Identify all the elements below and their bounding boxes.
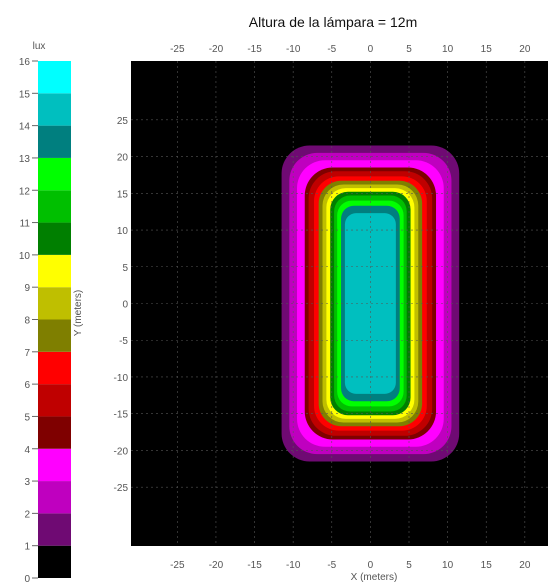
x-tick-label: 5 xyxy=(406,560,412,571)
x-tick-label: -5 xyxy=(327,44,336,55)
x-tick-labels-top: -25 -20 -15 -10 -5 0 5 10 15 20 xyxy=(170,44,531,55)
y-tick-label: -15 xyxy=(114,410,129,421)
y-tick-label: 0 xyxy=(122,300,128,311)
x-tick-label: -5 xyxy=(327,560,336,571)
y-tick-labels: 25 20 15 10 5 0 -5 -10 -15 -20 -25 xyxy=(114,116,129,494)
y-tick-label: 20 xyxy=(117,153,129,164)
y-tick-label: 15 xyxy=(117,189,129,200)
colorbar-swatch-6 xyxy=(38,351,71,385)
colorbar-tick-label: 4 xyxy=(24,445,30,456)
contour-level-14 xyxy=(344,213,396,394)
colorbar-tick-label: 2 xyxy=(24,509,30,520)
y-tick-label: 25 xyxy=(117,116,129,127)
x-tick-label: 20 xyxy=(519,44,531,55)
colorbar-swatch-10 xyxy=(38,222,71,255)
colorbar-tick-label: 14 xyxy=(19,122,31,133)
x-tick-label: -20 xyxy=(209,44,224,55)
y-axis-label: Y (meters) xyxy=(73,290,84,337)
colorbar-tick-label: 8 xyxy=(24,316,30,327)
colorbar-tick-label: 15 xyxy=(19,89,31,100)
colorbar-swatch-8 xyxy=(38,287,71,320)
colorbar-swatch-11 xyxy=(38,190,71,223)
colorbar-swatch-0 xyxy=(38,545,71,578)
y-tick-label: -5 xyxy=(119,336,128,347)
colorbar-swatch-14 xyxy=(38,93,71,126)
x-tick-label: 15 xyxy=(481,560,493,571)
colorbar-tick-label: 5 xyxy=(24,412,30,423)
x-tick-label: -25 xyxy=(170,560,185,571)
colorbar-swatch-7 xyxy=(38,319,71,352)
x-tick-label: 0 xyxy=(368,560,374,571)
colorbar-tick-label: 9 xyxy=(24,283,30,294)
x-tick-label: 20 xyxy=(519,560,531,571)
y-tick-label: -10 xyxy=(114,373,129,384)
colorbar-swatch-9 xyxy=(38,254,71,288)
colorbar-tick-label: 12 xyxy=(19,186,31,197)
colorbar-swatch-15 xyxy=(38,61,71,94)
x-tick-label: -15 xyxy=(247,44,262,55)
colorbar-tick-label: 13 xyxy=(19,154,31,165)
chart-title: Altura de la lámpara = 12m xyxy=(249,14,417,30)
colorbar-swatch-13 xyxy=(38,125,71,158)
plot-area xyxy=(131,61,548,546)
colorbar-swatch-5 xyxy=(38,384,71,417)
colorbar-swatch-1 xyxy=(38,513,71,546)
colorbar-swatch-2 xyxy=(38,481,71,514)
y-tick-label: 5 xyxy=(122,263,128,274)
x-tick-label: 5 xyxy=(406,44,412,55)
x-tick-label: 15 xyxy=(481,44,493,55)
x-tick-label: 0 xyxy=(368,44,374,55)
colorbar-tick-label: 10 xyxy=(19,251,31,262)
colorbar-tick-label: 7 xyxy=(24,348,30,359)
colorbar-tick-label: 1 xyxy=(24,542,30,553)
x-tick-label: -10 xyxy=(286,44,301,55)
x-tick-label: -25 xyxy=(170,44,185,55)
y-tick-label: 10 xyxy=(117,226,129,237)
y-tick-label: -25 xyxy=(114,483,129,494)
colorbar-tick-label: 16 xyxy=(19,57,31,68)
x-axis-label: X (meters) xyxy=(351,572,398,583)
x-tick-labels-bottom: -25 -20 -15 -10 -5 0 5 10 15 20 xyxy=(170,560,531,571)
x-tick-label: -10 xyxy=(286,560,301,571)
colorbar-tick-label: 11 xyxy=(20,219,31,230)
colorbar-label: lux xyxy=(33,41,46,52)
colorbar-tick-label: 0 xyxy=(24,574,30,584)
x-tick-label: 10 xyxy=(442,44,454,55)
colorbar-swatch-12 xyxy=(38,157,71,191)
x-tick-label: 10 xyxy=(442,560,454,571)
colorbar-tick-label: 6 xyxy=(24,380,30,391)
colorbar-tick-label: 3 xyxy=(24,477,30,488)
y-tick-label: -20 xyxy=(114,446,129,457)
x-tick-label: -15 xyxy=(247,560,262,571)
colorbar-swatch-4 xyxy=(38,416,71,449)
x-tick-label: -20 xyxy=(209,560,224,571)
colorbar-swatch-3 xyxy=(38,448,71,482)
